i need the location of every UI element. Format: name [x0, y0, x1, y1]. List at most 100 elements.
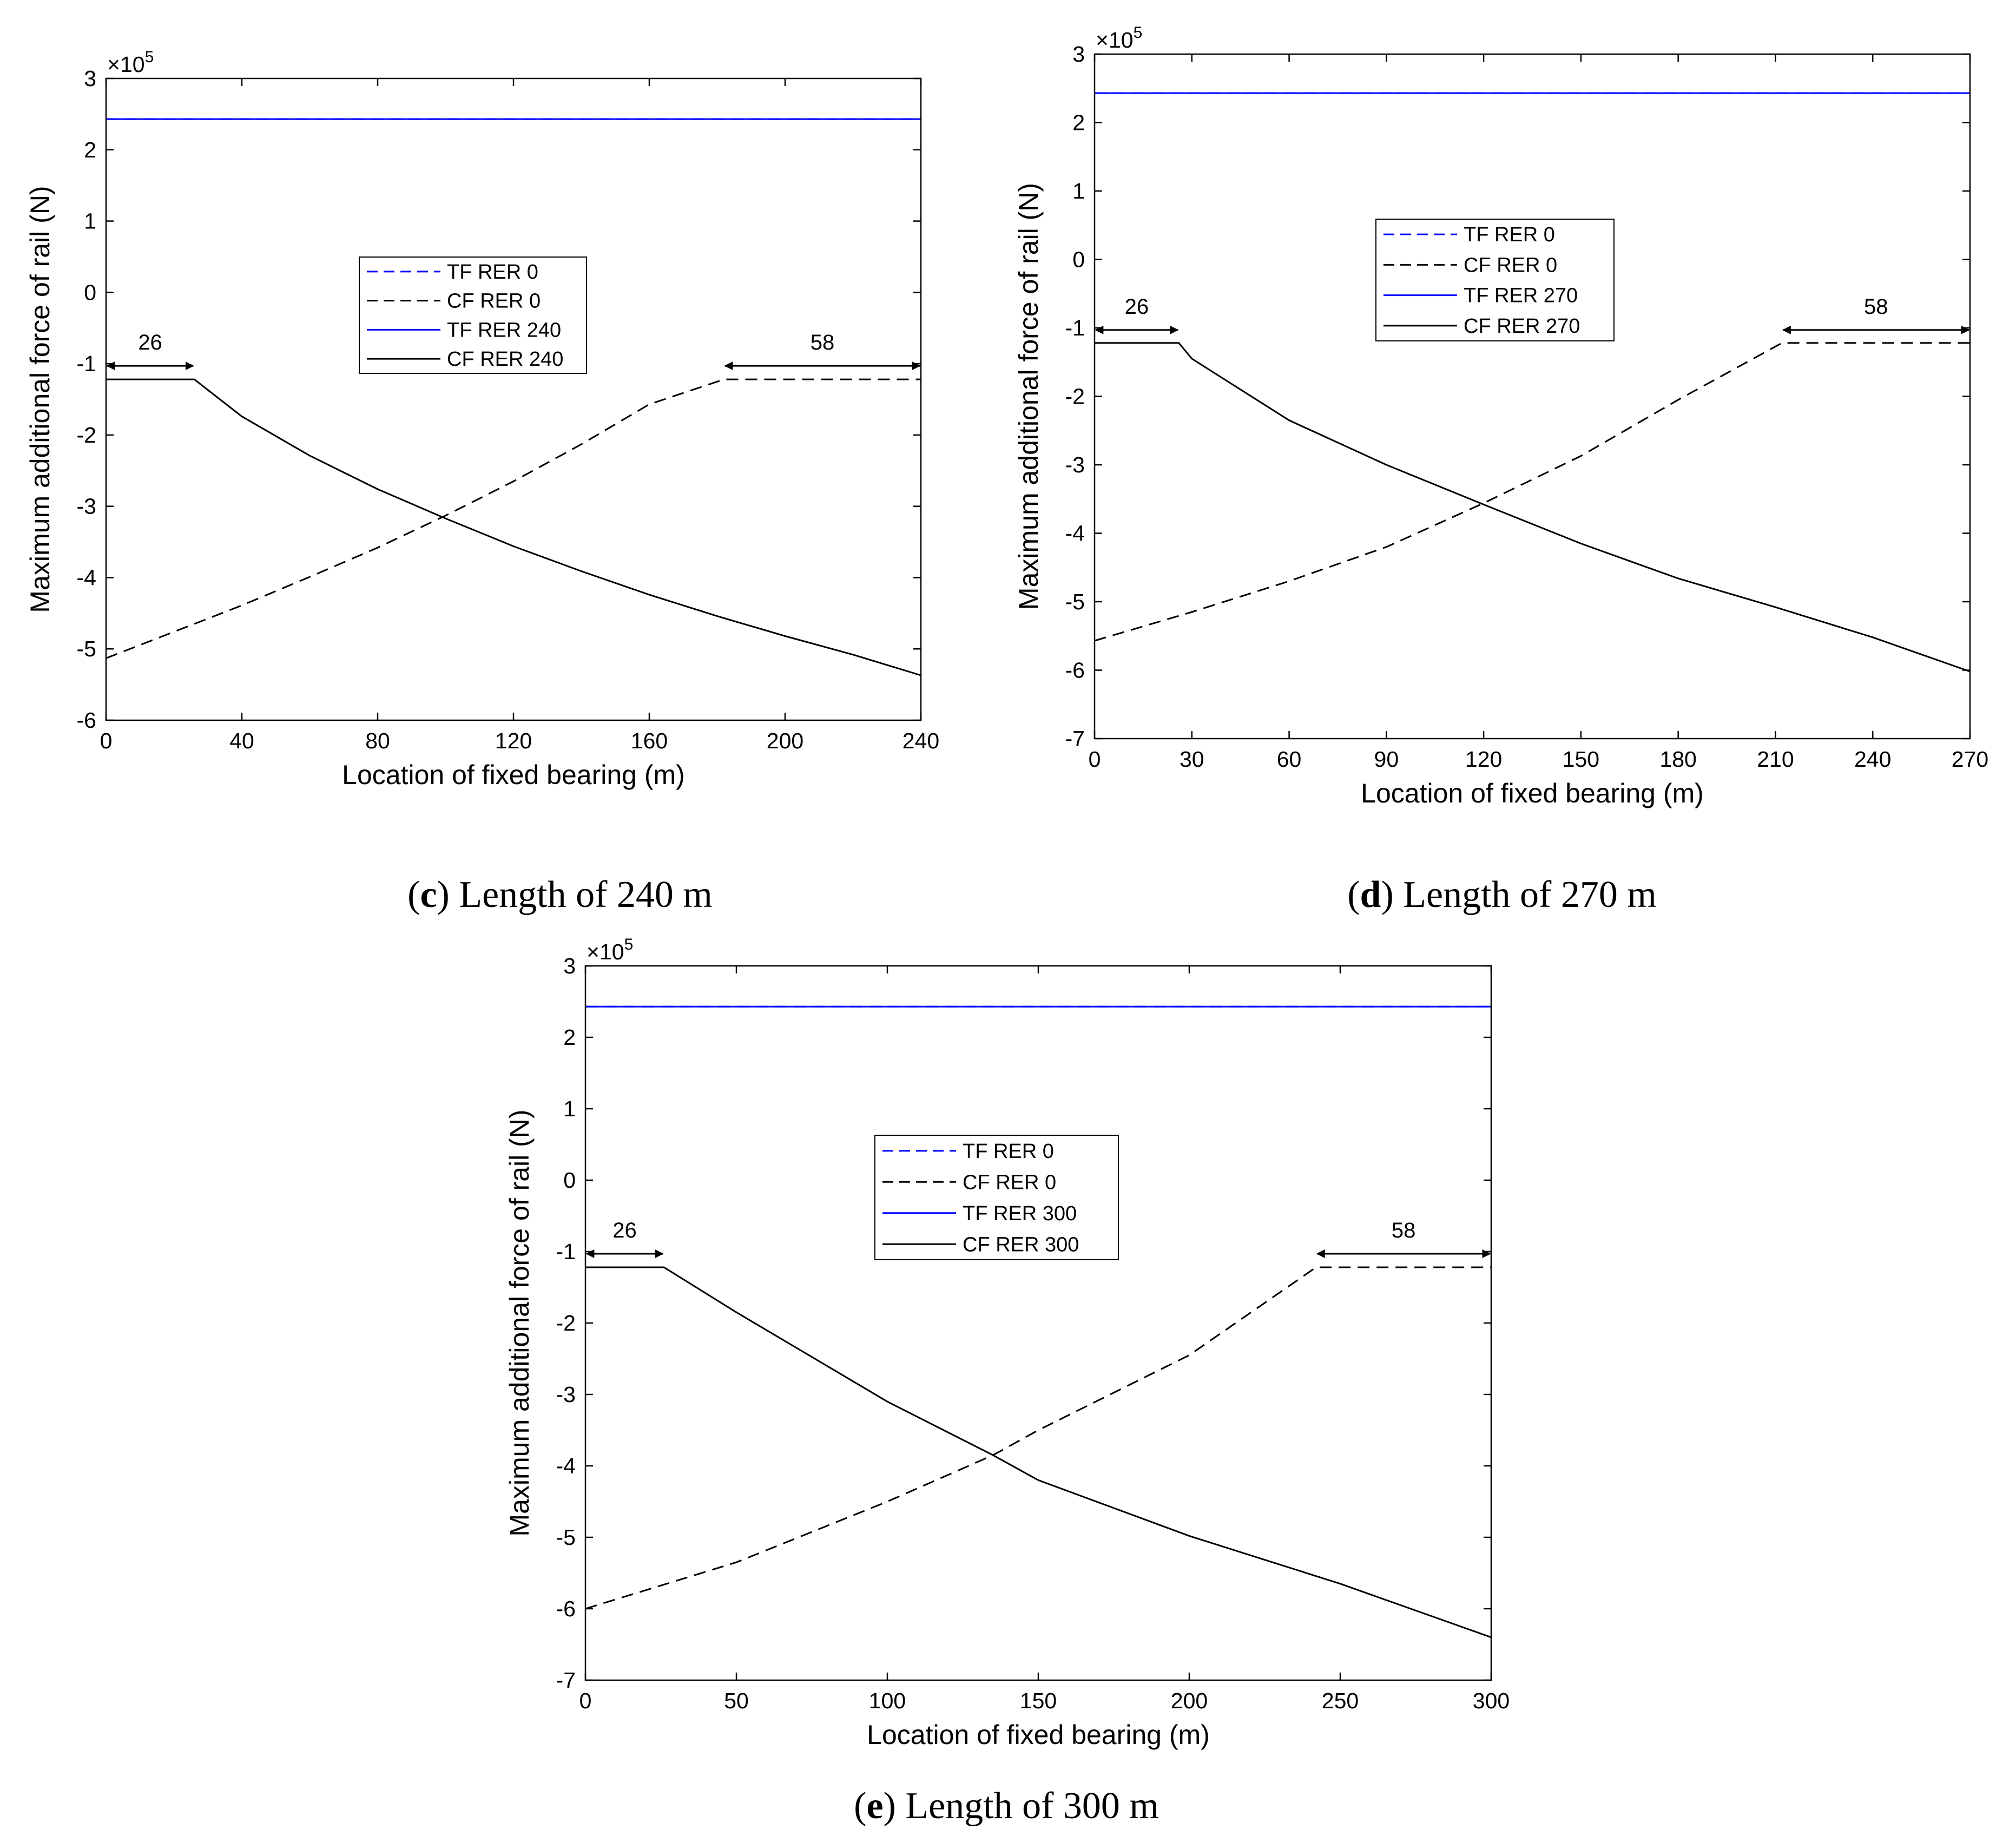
span-label-26: 26	[138, 331, 162, 354]
span-label-58: 58	[811, 331, 835, 354]
legend-label: CF RER 300	[963, 1233, 1079, 1256]
legend-label: TF RER 0	[963, 1140, 1054, 1163]
x-tick-label: 0	[100, 728, 113, 753]
y-multiplier: ×105	[107, 48, 154, 77]
span-label-58: 58	[1864, 295, 1888, 319]
x-tick-label: 160	[631, 728, 668, 753]
legend: TF RER 0 CF RER 0 TF RER 300 CF RER 300	[874, 1135, 1119, 1260]
panel-c: 0 40 80 120 160 200 240 3 2 1 0 -1 -2 -3 -4 -5 -6 ×105 Loc…	[25, 48, 939, 916]
panel-c-caption: (c) Length of 240 m	[407, 874, 713, 916]
y-tick-label: 3	[84, 66, 96, 91]
x-tick-label: 180	[1659, 747, 1696, 772]
panel-d: 0 30 60 90 120 150 180 210 240 2703210-1-2-3-4-5-…	[1013, 24, 1988, 916]
panel-d-plot: 0 30 60 90 120 150 180 210 240 2703210-1-2-3-4-5-…	[1013, 24, 1988, 808]
y-axis-label: Maximum additional force of rail (N)	[1013, 183, 1044, 610]
span-label-26: 26	[1125, 295, 1149, 319]
y-tick-label: 2	[1072, 110, 1085, 135]
y-tick-label: -5	[556, 1525, 576, 1550]
panel-e: 0 50 100 150 200 250 300 3 2 1 0 -1 -2 -3 -4 -5 -6 -7 ×105…	[504, 936, 1510, 1827]
y-tick-label: -6	[1065, 658, 1085, 683]
x-tick-label: 0	[1089, 747, 1101, 772]
y-tick-label: -2	[556, 1311, 576, 1335]
panel-c-plot: 0 40 80 120 160 200 240 3 2 1 0 -1 -2 -3 -4 -5 -6 ×105 Loc…	[25, 48, 939, 790]
series-line-cf-rer-0	[106, 378, 921, 659]
y-tick-label: 1	[563, 1096, 576, 1121]
x-tick-label: 60	[1277, 747, 1302, 772]
panel-e-caption: (e) Length of 300 m	[854, 1785, 1159, 1827]
y-tick-label: -5	[1065, 589, 1085, 614]
series-line-cf-rer-300	[585, 1266, 1492, 1638]
y-tick-label: 3	[1072, 42, 1085, 67]
x-tick-label: 0	[579, 1688, 592, 1713]
panel-e-caption-letter: e	[866, 1785, 883, 1827]
y-tick-label: -6	[77, 708, 96, 733]
y-axis-label: Maximum additional force of rail (N)	[25, 186, 55, 613]
y-tick-label: -3	[1065, 452, 1085, 477]
y-tick-label: -4	[1065, 521, 1085, 546]
y-tick-label: -1	[1065, 315, 1085, 340]
y-tick-label: -7	[556, 1668, 576, 1693]
legend-label: CF RER 0	[963, 1171, 1056, 1194]
legend-label: CF RER 240	[447, 348, 563, 371]
x-tick-label: 210	[1757, 747, 1794, 772]
y-multiplier: ×105	[1096, 24, 1142, 52]
x-tick-label: 40	[229, 728, 254, 753]
span-label-58: 58	[1392, 1219, 1416, 1242]
legend-label: TF RER 270	[1464, 285, 1578, 307]
series-line-cf-rer-0	[585, 1266, 1491, 1610]
x-tick-label: 200	[767, 728, 803, 753]
y-tick-label: -3	[77, 494, 96, 519]
span-label-26: 26	[612, 1219, 637, 1242]
legend-box	[874, 1135, 1119, 1260]
x-tick-label: 250	[1322, 1688, 1359, 1713]
legend-label: TF RER 240	[447, 319, 561, 341]
y-tick-label: 3	[563, 953, 576, 978]
x-tick-label: 120	[1465, 747, 1502, 772]
legend-label: TF RER 300	[963, 1202, 1077, 1225]
x-tick-label: 30	[1180, 747, 1204, 772]
y-tick-label: 2	[563, 1025, 576, 1050]
y-tick-label: -1	[77, 351, 96, 376]
x-tick-label: 90	[1374, 747, 1399, 772]
panel-d-caption: (d) Length of 270 m	[1347, 874, 1657, 916]
x-tick-label: 100	[869, 1688, 906, 1713]
x-tick-label: 270	[1952, 747, 1988, 772]
y-tick-label: -3	[556, 1382, 576, 1407]
x-tick-label: 150	[1020, 1688, 1057, 1713]
y-tick-label: -1	[556, 1239, 576, 1264]
legend-box	[359, 256, 587, 374]
x-tick-label: 240	[902, 728, 939, 753]
x-tick-label: 240	[1854, 747, 1891, 772]
x-tick-label: 150	[1563, 747, 1599, 772]
panel-d-caption-letter: d	[1360, 874, 1381, 916]
x-axis-label: Location of fixed bearing (m)	[1361, 778, 1704, 808]
legend: TF RER 0 CF RER 0 TF RER 240 CF RER 240	[359, 256, 587, 374]
y-tick-label: -2	[1065, 384, 1085, 409]
x-axis-label: Location of fixed bearing (m)	[867, 1720, 1210, 1750]
y-axis-label: Maximum additional force of rail (N)	[504, 1109, 535, 1536]
y-tick-label: 1	[84, 209, 96, 234]
x-tick-label: 300	[1473, 1688, 1510, 1713]
y-tick-label: 0	[563, 1168, 576, 1193]
y-tick-label: 2	[84, 137, 96, 162]
series-line-cf-rer-270	[1095, 342, 1971, 673]
y-tick-label: -4	[556, 1453, 576, 1478]
series-line-cf-rer-0	[1094, 342, 1970, 642]
series-line-cf-rer-240	[106, 378, 921, 676]
y-tick-label: 1	[1072, 179, 1085, 203]
y-tick-label: 0	[84, 280, 96, 305]
legend: TF RER 0 CF RER 0 TF RER 270 CF RER 270	[1375, 219, 1615, 341]
y-tick-label: -7	[1065, 726, 1085, 751]
panel-c-caption-letter: c	[420, 874, 437, 916]
panel-e-caption-text: Length of 300 m	[905, 1785, 1159, 1827]
legend-label: TF RER 0	[447, 261, 538, 284]
x-tick-label: 120	[495, 728, 532, 753]
y-tick-label: -4	[77, 565, 96, 590]
x-tick-label: 50	[724, 1688, 749, 1713]
panel-e-plot: 0 50 100 150 200 250 300 3 2 1 0 -1 -2 -3 -4 -5 -6 -7 ×105…	[504, 936, 1510, 1750]
y-tick-label: -6	[556, 1596, 576, 1621]
y-multiplier: ×105	[587, 936, 633, 964]
panel-d-caption-text: Length of 270 m	[1403, 874, 1657, 916]
